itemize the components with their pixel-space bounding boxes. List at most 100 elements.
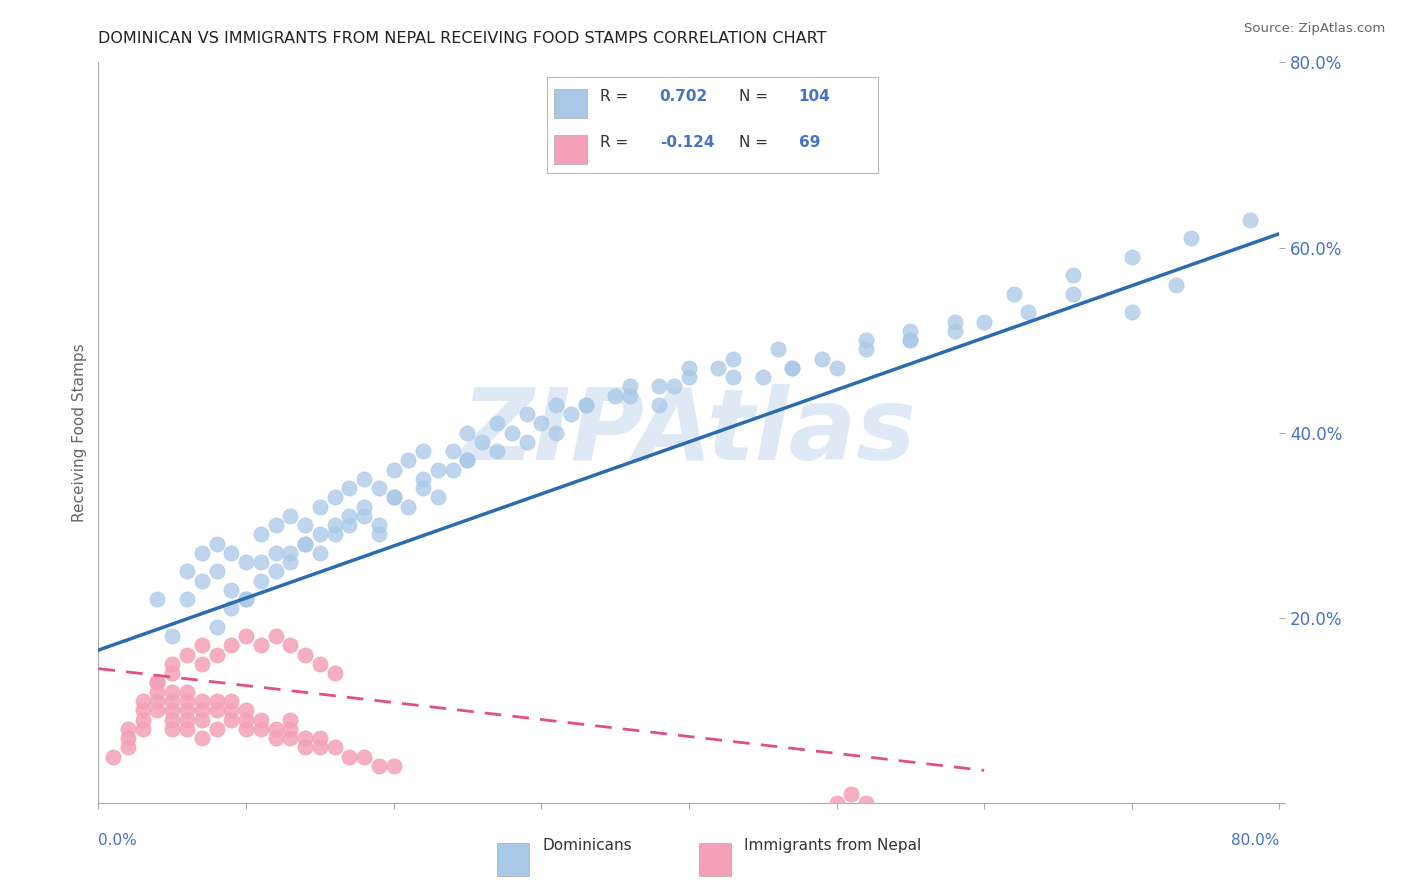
Point [191, 731, 214, 745]
Point [221, 694, 243, 708]
Point [221, 546, 243, 560]
Point [162, 722, 183, 736]
Point [162, 666, 183, 681]
Point [412, 472, 434, 486]
Point [457, 453, 479, 467]
Point [309, 740, 332, 755]
Point [1121, 305, 1143, 319]
Point [339, 518, 361, 533]
Point [294, 536, 316, 550]
Point [723, 351, 745, 366]
Point [810, 351, 832, 366]
Point [264, 722, 287, 736]
Point [132, 703, 155, 717]
Point [368, 527, 391, 541]
Point [412, 444, 434, 458]
Point [146, 675, 169, 690]
Point [162, 657, 183, 671]
Point [353, 749, 375, 764]
Point [132, 694, 155, 708]
Point [707, 360, 730, 375]
Point [323, 527, 346, 541]
Point [176, 592, 198, 607]
Y-axis label: Receiving Food Stamps: Receiving Food Stamps [72, 343, 87, 522]
Point [825, 157, 848, 171]
Point [205, 565, 228, 579]
Point [841, 787, 863, 801]
Point [191, 657, 214, 671]
Point [825, 796, 848, 810]
Point [176, 722, 198, 736]
Point [309, 657, 332, 671]
Point [205, 722, 228, 736]
Point [1018, 305, 1040, 319]
Point [368, 481, 391, 495]
Point [250, 555, 273, 569]
Point [441, 462, 464, 476]
Point [235, 592, 257, 607]
Point [1062, 286, 1084, 301]
Point [398, 500, 420, 514]
Point [162, 694, 183, 708]
Point [412, 481, 434, 495]
Point [250, 713, 273, 727]
Point [117, 740, 139, 755]
Point [205, 620, 228, 634]
Point [782, 360, 804, 375]
Point [323, 518, 346, 533]
Point [825, 360, 848, 375]
Point [146, 685, 169, 699]
Point [943, 314, 966, 328]
Point [1180, 231, 1202, 245]
Point [191, 574, 214, 588]
Point [546, 425, 568, 440]
Point [294, 731, 316, 745]
Point [264, 518, 287, 533]
Point [619, 388, 641, 402]
Point [486, 444, 509, 458]
Point [280, 731, 302, 745]
Point [973, 314, 995, 328]
Point [516, 407, 538, 421]
Point [546, 398, 568, 412]
Point [117, 722, 139, 736]
Point [457, 425, 479, 440]
Point [516, 434, 538, 449]
Point [176, 685, 198, 699]
Point [648, 398, 671, 412]
Point [191, 639, 214, 653]
Point [146, 703, 169, 717]
Point [221, 713, 243, 727]
Point [648, 379, 671, 393]
Point [427, 491, 450, 505]
Point [678, 360, 700, 375]
Point [530, 417, 553, 431]
Point [782, 360, 804, 375]
Point [221, 601, 243, 615]
Point [221, 582, 243, 597]
Point [398, 453, 420, 467]
Point [1121, 250, 1143, 264]
Point [250, 639, 273, 653]
Point [501, 425, 523, 440]
Point [264, 629, 287, 643]
Point [486, 417, 509, 431]
Point [264, 731, 287, 745]
Point [294, 740, 316, 755]
Point [382, 491, 405, 505]
Point [280, 722, 302, 736]
Point [382, 491, 405, 505]
Point [235, 592, 257, 607]
Point [280, 639, 302, 653]
Point [339, 749, 361, 764]
Point [339, 508, 361, 523]
Point [1239, 212, 1261, 227]
Point [235, 629, 257, 643]
Point [368, 518, 391, 533]
Point [221, 639, 243, 653]
Point [309, 731, 332, 745]
Point [943, 324, 966, 338]
Point [176, 565, 198, 579]
Point [176, 713, 198, 727]
Point [382, 758, 405, 772]
